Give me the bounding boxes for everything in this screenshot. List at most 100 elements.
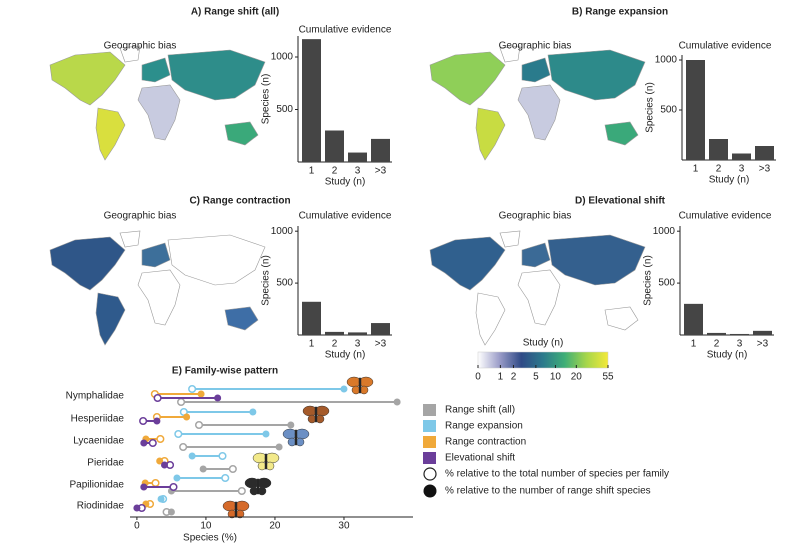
panel-title: E) Family-wise pattern — [172, 366, 278, 377]
panel-title: A) Range shift (all) — [191, 7, 279, 18]
legend-label: Range shift (all) — [445, 405, 515, 416]
y-axis-label: Species (n) — [645, 82, 656, 133]
bar — [325, 130, 344, 162]
dot-range-shift — [262, 430, 270, 438]
dot-range-shift — [214, 394, 222, 402]
x-axis-label: Species (%) — [183, 533, 237, 544]
x-tick-label: 2 — [716, 164, 722, 175]
x-tick-label: 1 — [309, 166, 315, 177]
chart-subtitle: Cumulative evidence — [679, 211, 772, 222]
dot-range-shift — [188, 452, 196, 460]
category-label: Lycaenidae — [73, 436, 124, 447]
colorbar-tick-label: 5 — [533, 372, 539, 383]
map-a — [49, 45, 266, 161]
legend-label: % relative to the total number of specie… — [445, 469, 669, 480]
bar — [753, 330, 772, 335]
y-axis-label: Species (n) — [261, 255, 272, 306]
colorbar-tick-label: 20 — [571, 372, 583, 383]
colorbar-tick-label: 2 — [511, 372, 517, 383]
colorbar-title: Study (n) — [523, 338, 564, 349]
category-label: Nymphalidae — [66, 391, 125, 402]
bar — [730, 333, 749, 335]
dot-total — [179, 442, 188, 452]
category-label: Hesperiidae — [71, 414, 125, 425]
category-label: Riodinidae — [77, 501, 125, 512]
x-tick-label: 0 — [134, 521, 140, 532]
x-tick-label: 3 — [737, 339, 743, 350]
y-tick-label: 1000 — [655, 55, 678, 66]
y-tick-label: 1000 — [271, 226, 294, 237]
colorbar — [477, 351, 609, 369]
legend-swatch — [423, 404, 436, 416]
dot-total — [156, 434, 165, 444]
bar — [684, 303, 703, 335]
legend-label: % relative to the number of range shift … — [445, 486, 651, 497]
bar — [371, 138, 390, 162]
y-axis-label: Species (n) — [643, 255, 654, 306]
bar — [709, 139, 728, 160]
legend-swatch — [423, 436, 436, 448]
dot-total — [194, 420, 204, 430]
dot-range-shift — [393, 398, 401, 406]
bar — [755, 146, 774, 160]
y-tick-label: 500 — [658, 278, 675, 289]
x-tick-label: 1 — [691, 339, 697, 350]
category-label: Pieridae — [87, 458, 124, 469]
legend-marker-open — [423, 467, 437, 481]
legend-marker-filled — [423, 484, 437, 498]
x-tick-label: 2 — [714, 339, 720, 350]
legend-label: Range contraction — [445, 437, 526, 448]
x-tick-label: 3 — [739, 164, 745, 175]
dot-total — [174, 429, 183, 439]
x-tick-label: 1 — [693, 164, 699, 175]
legend-swatch — [423, 452, 436, 464]
legend-label: Elevational shift — [445, 453, 515, 464]
y-tick-label: 1000 — [653, 226, 676, 237]
dot-total — [153, 393, 162, 403]
map-label: Geographic bias — [499, 41, 572, 52]
legend-label: Range expansion — [445, 421, 523, 432]
x-axis-label: Study (n) — [325, 350, 366, 361]
dot-range-shift — [140, 439, 148, 447]
y-tick-label: 1000 — [271, 52, 294, 63]
bar — [348, 332, 367, 335]
dot-total — [139, 416, 148, 426]
dot-range-shift — [199, 465, 207, 473]
x-tick-label: 2 — [332, 166, 338, 177]
dot-total — [148, 438, 157, 448]
dot-range-shift — [161, 461, 169, 469]
bar — [371, 323, 390, 335]
dot-total — [151, 478, 160, 488]
map-label: Geographic bias — [104, 41, 177, 52]
x-tick-label: 3 — [355, 166, 361, 177]
colorbar-tick-label: 10 — [550, 372, 562, 383]
panel-title: B) Range expansion — [572, 7, 668, 18]
x-tick-label: 3 — [355, 339, 361, 350]
panel-title: C) Range contraction — [189, 196, 290, 207]
map-b — [429, 45, 646, 161]
dot-range-shift — [133, 504, 141, 512]
map-label: Geographic bias — [499, 211, 572, 222]
dot-range-shift — [153, 417, 161, 425]
dot-range-shift — [183, 413, 191, 421]
bar — [325, 331, 344, 335]
dot-total — [221, 473, 230, 483]
bar — [686, 60, 705, 160]
dot-total — [169, 482, 178, 492]
dot-total — [177, 397, 186, 407]
dot-total — [218, 451, 227, 461]
colorbar-tick-label: 55 — [602, 372, 614, 383]
dot-range-shift — [275, 443, 283, 451]
x-tick-label: >3 — [375, 339, 387, 350]
colorbar-tick-label: 0 — [475, 372, 481, 383]
dot-range-shift — [287, 421, 295, 429]
bar — [732, 153, 751, 160]
chart-subtitle: Cumulative evidence — [299, 211, 392, 222]
x-tick-label: 10 — [200, 521, 212, 532]
dot-range-shift — [156, 457, 164, 465]
bar — [707, 332, 726, 335]
x-tick-label: >3 — [759, 164, 771, 175]
dot-range-shift — [140, 483, 148, 491]
x-tick-label: >3 — [375, 166, 387, 177]
dot-range-shift — [249, 408, 257, 416]
